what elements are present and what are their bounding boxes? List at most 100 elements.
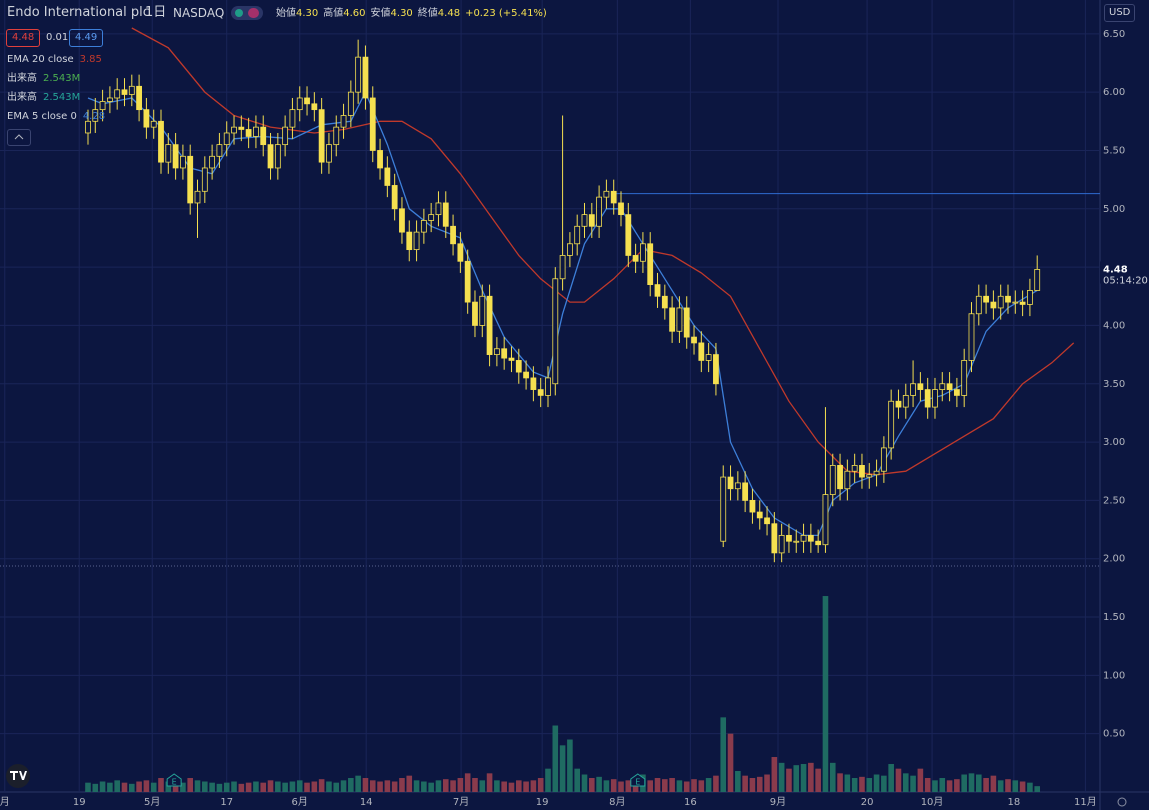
volume-bar: [231, 781, 237, 792]
volume-bar: [399, 778, 405, 792]
candle-body: [245, 129, 252, 137]
bid[interactable]: 4.48: [6, 29, 41, 47]
candle-body: [566, 243, 573, 256]
candle-body: [355, 56, 362, 93]
candle-body: [216, 144, 223, 157]
candle-body: [464, 260, 471, 303]
candle-body: [545, 377, 551, 396]
candle-body: [106, 97, 113, 102]
y-tick-label: 5.00: [1103, 204, 1125, 215]
candle-body: [603, 190, 610, 198]
volume-bar: [486, 773, 493, 792]
legend-row[interactable]: EMA 20 close 3.85: [7, 52, 102, 68]
interval[interactable]: 1日: [145, 5, 167, 20]
candle-body: [851, 465, 858, 472]
volume-bar: [793, 765, 800, 792]
volume-bar: [128, 783, 135, 792]
candle-body: [559, 255, 566, 280]
legend-label: 出来高: [7, 92, 37, 103]
candle-body: [223, 132, 230, 146]
legend-row[interactable]: 出来高 2.543M: [7, 71, 80, 87]
currency[interactable]: USD: [1104, 4, 1136, 22]
volume-bar: [603, 780, 610, 792]
volume-bar: [450, 780, 456, 792]
volume-bar: [589, 778, 595, 792]
candle-body: [209, 155, 216, 169]
volume-bar: [537, 778, 544, 792]
candle-body: [508, 357, 515, 361]
candle-body: [472, 301, 478, 326]
x-tick-label: 9月: [770, 796, 786, 808]
candle-body: [501, 348, 508, 359]
candle-body: [676, 307, 683, 332]
x-tick-label: 10月: [921, 796, 944, 808]
candle-body: [880, 447, 887, 472]
volume-bar: [384, 780, 391, 792]
candle-body: [983, 295, 989, 303]
legend-value: 2.543M: [43, 73, 81, 84]
candle-body: [158, 120, 164, 163]
candle-body: [180, 155, 186, 169]
volume-bar: [698, 780, 705, 792]
candle-body: [822, 494, 829, 546]
candle-body: [347, 91, 354, 116]
candle-body: [618, 202, 624, 216]
y-tick-label: 5.50: [1103, 145, 1125, 156]
candle-body: [326, 144, 332, 163]
earnings-label: E: [635, 778, 640, 787]
y-tick-label: 0.50: [1103, 729, 1125, 740]
settings-icon[interactable]: [1117, 797, 1127, 807]
candle-body: [596, 196, 603, 227]
candle-body: [384, 167, 391, 186]
candle-body: [340, 115, 347, 128]
volume-bar: [683, 781, 690, 792]
volume-bar: [771, 757, 778, 792]
volume-bar: [851, 778, 858, 792]
volume-bar: [245, 782, 252, 792]
ohlc-value: 4.30: [390, 8, 413, 19]
volume-bar: [983, 778, 989, 792]
volume-bar: [501, 781, 507, 792]
candle-body: [442, 202, 449, 227]
candle-body: [537, 389, 544, 396]
legend-value: 2.543M: [43, 92, 81, 103]
legend-row[interactable]: EMA 5 close 0 4.28: [7, 109, 105, 125]
earnings-label: E: [172, 778, 177, 787]
candle-body: [990, 301, 997, 309]
volume-bar: [581, 774, 588, 792]
candle-body: [640, 243, 646, 262]
volume-bar: [515, 780, 522, 792]
volume-bar: [435, 780, 442, 792]
candle-body: [406, 231, 413, 251]
volume-bar: [910, 775, 916, 792]
status-pill[interactable]: [231, 6, 263, 20]
volume-bar: [318, 779, 325, 792]
ask[interactable]: 4.49: [69, 29, 104, 47]
candle-body: [450, 225, 456, 245]
candle-body: [749, 499, 756, 513]
volume-bar: [289, 781, 296, 792]
candle-body: [201, 167, 208, 192]
candle-body: [647, 243, 654, 286]
candle-body: [333, 126, 340, 146]
volume-bar: [530, 780, 537, 792]
volume-bar: [428, 782, 434, 792]
volume-bar: [881, 775, 887, 792]
candle-body: [910, 383, 916, 396]
candle-body: [888, 400, 895, 449]
logo-mark: [10, 771, 27, 780]
candle-body: [698, 342, 705, 361]
volume-bar: [822, 596, 829, 792]
candle-body: [669, 307, 676, 332]
candle-body: [924, 389, 931, 408]
candle-body: [895, 400, 902, 408]
collapse-button[interactable]: [7, 129, 31, 146]
legend-row[interactable]: 出来高 2.543M: [7, 90, 80, 106]
volume-bar: [180, 782, 186, 792]
volume-bar: [136, 781, 142, 792]
volume-bar: [377, 781, 383, 792]
legend-label: EMA 5 close 0: [7, 111, 77, 122]
volume-bar: [260, 782, 267, 792]
ohlc-value: 4.60: [343, 8, 366, 19]
